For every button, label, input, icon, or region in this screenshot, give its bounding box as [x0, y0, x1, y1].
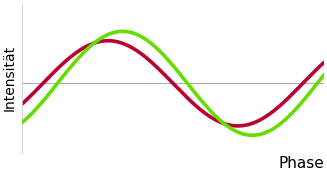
Y-axis label: Intensität: Intensität [3, 45, 17, 111]
X-axis label: Phase: Phase [279, 156, 324, 171]
